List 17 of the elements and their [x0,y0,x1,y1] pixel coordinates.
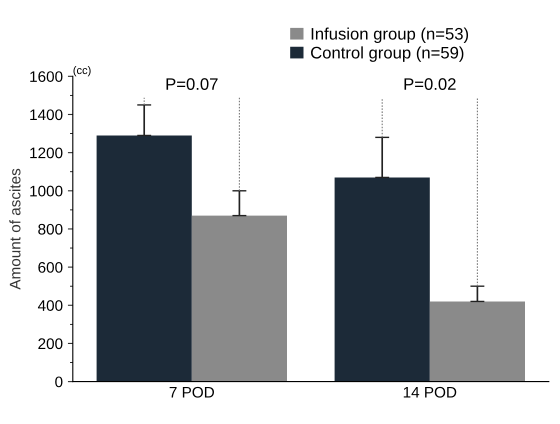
y-tick-label: 0 [55,376,62,388]
y-tick-label: 400 [38,300,62,311]
y-tick-label: 600 [38,262,62,273]
x-tick-label: 7 POD [170,386,214,398]
y-tick-label: 800 [38,224,62,235]
x-tick-label: 14 POD [404,386,456,398]
text: (cc) [73,66,91,76]
y-tick-label: 1000 [30,186,62,196]
legend-label: Control group (n=59) [311,46,464,62]
annotation: P=0.02 [404,78,456,90]
y-tick-label: 1400 [30,109,62,120]
legend-label: Infusion group (n=53) [312,27,468,44]
y-axis-title: Amount of ascites [9,168,21,290]
annotation: P=0.07 [166,78,218,90]
y-tick-label: 1600 [30,71,62,82]
y-tick-label: 1200 [30,148,62,158]
y-tick-label: 200 [38,338,62,350]
